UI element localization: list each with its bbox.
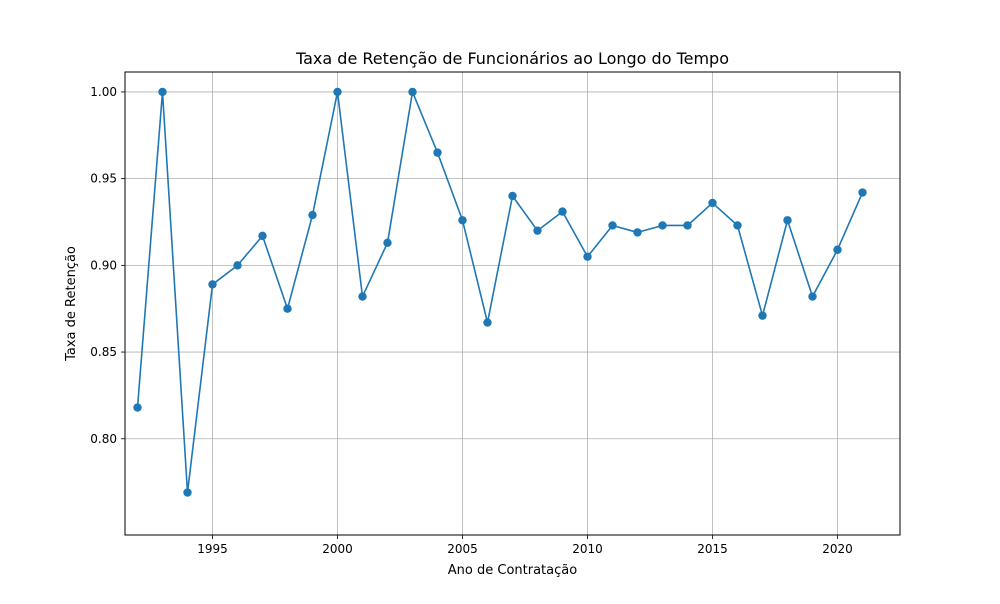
data-point — [683, 221, 692, 230]
data-point — [333, 87, 342, 97]
data-point — [658, 221, 667, 230]
data-point — [383, 238, 392, 248]
plot-frame — [124, 71, 901, 536]
data-point — [808, 292, 817, 301]
data-point — [783, 216, 792, 225]
data-point — [408, 87, 417, 97]
x-tick-label: 1995 — [197, 542, 228, 556]
data-point — [283, 304, 292, 313]
data-point — [558, 207, 567, 216]
y-tick-label: 0.95 — [90, 172, 117, 186]
y-tick-label: 0.90 — [90, 258, 117, 272]
chart-title: Taxa de Retenção de Funcionários ao Long… — [295, 49, 729, 68]
data-point — [833, 245, 842, 254]
data-point — [433, 148, 442, 157]
x-tick-label: 2015 — [697, 542, 728, 556]
data-point — [533, 226, 542, 235]
data-point — [583, 252, 592, 261]
x-tick-label: 2000 — [322, 542, 353, 556]
y-tick-label: 0.80 — [90, 432, 117, 446]
series-layer — [133, 87, 867, 497]
data-point — [133, 403, 142, 412]
y-axis-label: Taxa de Retenção — [64, 246, 79, 362]
data-point — [158, 87, 167, 97]
data-point — [183, 488, 192, 497]
grid-layer — [125, 72, 900, 535]
series-line — [136, 91, 864, 494]
x-axis-label: Ano de Contratação — [448, 563, 577, 578]
data-point — [508, 191, 517, 201]
data-point — [458, 216, 467, 225]
x-tick-label: 2005 — [447, 542, 478, 556]
x-tick-label: 2010 — [572, 542, 603, 556]
data-point — [708, 198, 717, 208]
y-tick-label: 1.00 — [90, 85, 117, 99]
y-tick-label: 0.85 — [90, 345, 117, 359]
data-point — [258, 231, 267, 241]
data-point — [733, 221, 742, 230]
x-tick-label: 2020 — [822, 542, 853, 556]
data-point — [308, 210, 317, 220]
data-point — [758, 311, 767, 320]
tick-layer: 1995 2000 2005 2010 2015 2020 0.80 0.85 0.90 0.95… — [90, 85, 852, 556]
data-point — [233, 261, 242, 270]
data-point — [858, 188, 867, 197]
data-point — [483, 318, 492, 327]
data-point — [633, 228, 642, 237]
data-point — [608, 221, 617, 230]
data-point — [208, 280, 217, 289]
data-point — [358, 292, 367, 301]
